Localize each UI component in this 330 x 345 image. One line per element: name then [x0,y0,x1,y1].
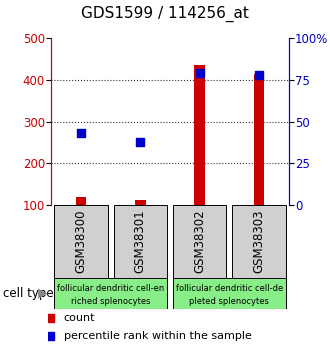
Bar [232,205,286,278]
Bar [254,73,264,205]
Text: GSM38302: GSM38302 [193,210,206,273]
Text: follicular dendritic cell-en: follicular dendritic cell-en [57,284,164,293]
Text: GDS1599 / 114256_at: GDS1599 / 114256_at [81,6,249,22]
Text: cell type: cell type [3,287,54,300]
Point [48,315,53,321]
Point [197,70,202,76]
Bar [54,278,167,309]
Point [78,130,83,136]
Point [256,72,262,78]
Bar [194,65,205,205]
Bar [173,278,286,309]
Bar [114,205,167,278]
Text: GSM38303: GSM38303 [252,210,266,273]
Text: percentile rank within the sample: percentile rank within the sample [63,331,251,341]
Bar [173,205,226,278]
Text: riched splenocytes: riched splenocytes [71,297,150,306]
Text: count: count [63,313,95,323]
Text: GSM38300: GSM38300 [74,210,87,273]
Bar [54,205,108,278]
Point [138,139,143,145]
Bar [135,200,146,205]
Text: ▶: ▶ [38,287,48,300]
Text: pleted splenocytes: pleted splenocytes [189,297,269,306]
Text: follicular dendritic cell-de: follicular dendritic cell-de [176,284,283,293]
Text: GSM38301: GSM38301 [134,210,147,273]
Bar [76,197,86,205]
Point [48,333,53,339]
